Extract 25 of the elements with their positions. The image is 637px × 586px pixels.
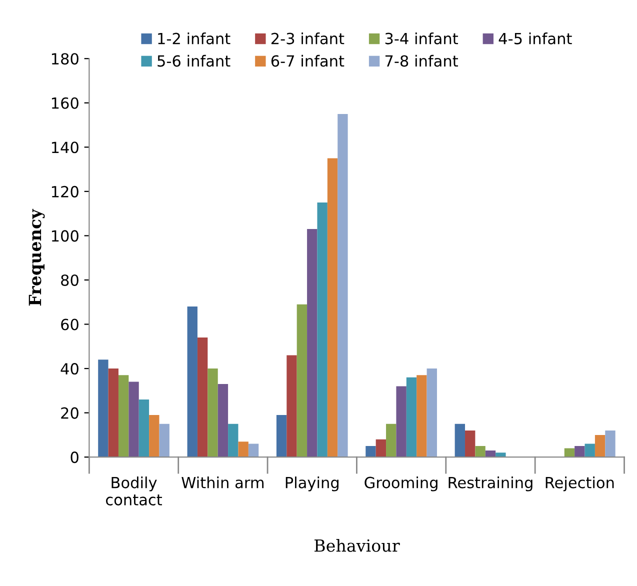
legend-label: 2-3 infant: [271, 32, 344, 44]
x-tick-label: Rejection: [546, 476, 614, 492]
y-tick-label: 180: [52, 53, 78, 65]
y-tick-label: 20: [61, 407, 78, 419]
x-tick-label: Grooming: [364, 476, 438, 492]
y-tick-label: 160: [52, 97, 78, 109]
y-tick-label: 120: [52, 186, 78, 198]
x-tick-label: Bodily contact: [106, 476, 162, 506]
legend-label: 6-7 infant: [271, 54, 344, 67]
legend-label: 4-5 infant: [498, 32, 572, 44]
x-axis-title: Behaviour: [314, 538, 400, 552]
y-tick-label: 60: [61, 318, 78, 330]
y-tick-label: 0: [70, 452, 78, 464]
y-tick-label: 80: [61, 274, 78, 286]
legend-label: 7-8 infant: [385, 54, 458, 67]
legend-label: 1-2 infant: [158, 32, 230, 44]
x-tick-label: Restraining: [448, 476, 532, 492]
y-axis-title: Frequency: [28, 208, 45, 306]
x-tick-label: Within arm: [182, 476, 264, 488]
legend-label: 5-6 infant: [158, 54, 230, 67]
y-tick-label: 40: [60, 362, 78, 375]
x-tick-label: Playing: [286, 476, 338, 492]
y-tick-label: 140: [52, 142, 78, 154]
y-tick-label: 100: [52, 230, 78, 242]
legend-label: 3-4 infant: [385, 32, 458, 44]
